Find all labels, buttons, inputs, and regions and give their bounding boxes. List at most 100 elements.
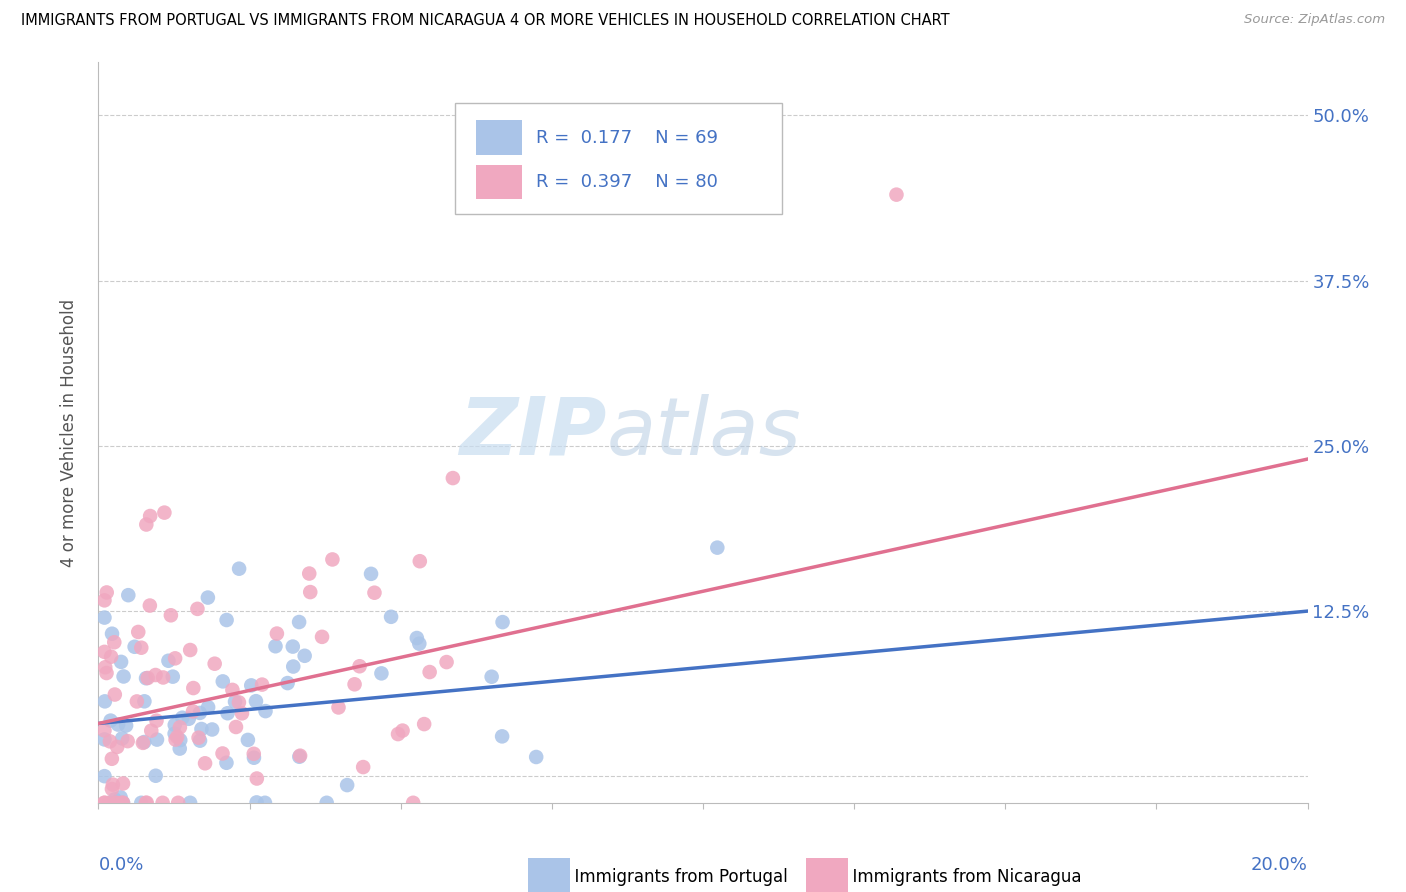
Text: Immigrants from Portugal: Immigrants from Portugal bbox=[522, 868, 787, 886]
Point bbox=[100, 714, 122, 728]
Point bbox=[104, 796, 127, 810]
Point bbox=[169, 720, 191, 734]
Point bbox=[228, 695, 250, 709]
Point bbox=[408, 637, 430, 651]
Point bbox=[111, 796, 134, 810]
Point bbox=[111, 796, 134, 810]
Point bbox=[134, 735, 156, 749]
Point bbox=[101, 782, 124, 797]
Point bbox=[311, 630, 333, 644]
Point bbox=[187, 731, 209, 745]
Point bbox=[194, 756, 217, 771]
Text: R =  0.177    N = 69: R = 0.177 N = 69 bbox=[536, 129, 718, 147]
Point bbox=[93, 769, 115, 783]
Point bbox=[211, 674, 233, 689]
Point bbox=[264, 639, 287, 653]
Point bbox=[352, 760, 374, 774]
Point bbox=[491, 615, 513, 629]
Point bbox=[349, 659, 371, 673]
Point bbox=[197, 700, 219, 714]
Point bbox=[93, 796, 115, 810]
Point bbox=[105, 739, 128, 754]
Point bbox=[409, 554, 432, 568]
Point bbox=[886, 187, 908, 202]
Point bbox=[186, 602, 208, 616]
Point bbox=[169, 733, 191, 747]
Point bbox=[419, 665, 441, 679]
Point bbox=[177, 712, 200, 726]
Point bbox=[294, 648, 316, 663]
Point bbox=[391, 723, 413, 738]
Point bbox=[132, 736, 155, 750]
Point bbox=[136, 671, 159, 685]
Point bbox=[145, 668, 167, 682]
Point bbox=[298, 566, 321, 581]
Point bbox=[115, 718, 138, 732]
Point bbox=[112, 669, 135, 683]
Point bbox=[281, 640, 304, 654]
Point bbox=[204, 657, 226, 671]
Point bbox=[188, 706, 211, 720]
Point bbox=[93, 723, 115, 738]
Point bbox=[225, 720, 247, 734]
Point bbox=[117, 588, 139, 602]
Point bbox=[100, 649, 122, 664]
Point bbox=[343, 677, 366, 691]
FancyBboxPatch shape bbox=[456, 103, 782, 214]
Point bbox=[360, 566, 382, 581]
Point bbox=[139, 508, 162, 523]
Point bbox=[96, 585, 118, 599]
Point bbox=[94, 694, 117, 708]
Point bbox=[152, 670, 174, 684]
Point bbox=[706, 541, 728, 555]
Point bbox=[315, 796, 337, 810]
Point bbox=[246, 772, 269, 786]
Point bbox=[179, 796, 201, 810]
Point bbox=[328, 700, 350, 714]
Point bbox=[96, 666, 118, 681]
Text: ZIP: ZIP bbox=[458, 393, 606, 472]
Point bbox=[215, 613, 238, 627]
FancyBboxPatch shape bbox=[475, 120, 522, 155]
Point bbox=[103, 635, 125, 649]
Point bbox=[93, 645, 115, 659]
Point bbox=[105, 796, 128, 810]
Point bbox=[131, 796, 153, 810]
Point bbox=[167, 796, 190, 810]
Point bbox=[243, 750, 266, 764]
Point bbox=[134, 694, 156, 708]
Point bbox=[380, 609, 402, 624]
Point bbox=[402, 796, 425, 810]
Point bbox=[94, 660, 117, 674]
Point bbox=[190, 722, 212, 736]
Point bbox=[97, 796, 120, 810]
Point bbox=[93, 796, 115, 810]
Point bbox=[321, 552, 343, 566]
Point bbox=[254, 704, 277, 718]
Point bbox=[141, 723, 163, 738]
Point bbox=[436, 655, 458, 669]
Point bbox=[336, 778, 359, 792]
Point bbox=[110, 655, 132, 669]
Point bbox=[101, 752, 124, 766]
Point bbox=[246, 796, 269, 810]
Point bbox=[288, 748, 311, 763]
Point bbox=[163, 718, 186, 732]
Point bbox=[481, 670, 503, 684]
Point bbox=[224, 695, 246, 709]
Point bbox=[413, 717, 436, 731]
Point bbox=[172, 711, 194, 725]
Point bbox=[197, 591, 219, 605]
Point bbox=[139, 599, 162, 613]
Point bbox=[157, 654, 180, 668]
FancyBboxPatch shape bbox=[527, 858, 569, 892]
Point bbox=[107, 717, 129, 731]
Point bbox=[153, 506, 176, 520]
Point bbox=[283, 659, 305, 673]
Point bbox=[242, 747, 264, 761]
Point bbox=[111, 731, 134, 746]
Point bbox=[228, 562, 250, 576]
Point bbox=[405, 631, 427, 645]
Point bbox=[145, 714, 167, 728]
Point bbox=[211, 747, 233, 761]
